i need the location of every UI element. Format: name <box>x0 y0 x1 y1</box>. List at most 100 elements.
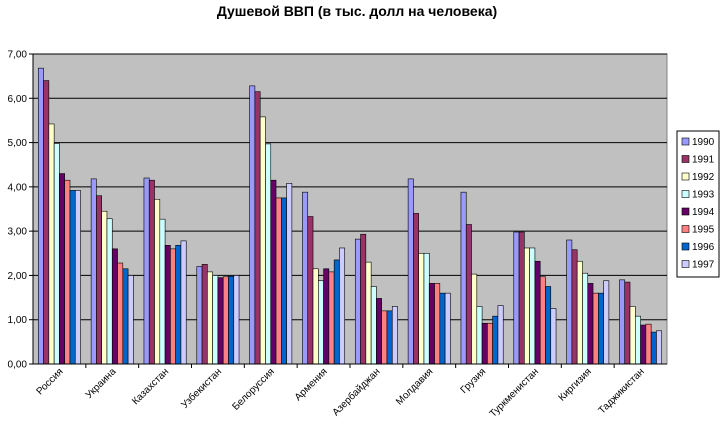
bar <box>323 268 330 365</box>
bar <box>275 197 282 365</box>
bar <box>518 231 525 365</box>
x-tick-label: Таджикистан <box>597 366 647 416</box>
legend-label: 1990 <box>692 137 715 148</box>
y-tick-label: 5,00 <box>8 138 28 149</box>
y-tick-label: 3,00 <box>8 227 28 238</box>
legend-swatch <box>681 190 690 198</box>
legend-label: 1994 <box>692 207 715 218</box>
bar <box>228 276 235 365</box>
legend-label: 1995 <box>692 225 715 236</box>
bar <box>545 286 552 365</box>
bar <box>354 238 361 365</box>
bar <box>170 248 176 365</box>
x-tick-label: Узбекистан <box>179 366 224 411</box>
bar <box>444 292 451 365</box>
bar <box>164 245 171 365</box>
bar <box>254 91 261 365</box>
legend-swatch <box>681 260 690 268</box>
bar <box>154 198 161 365</box>
bar <box>127 275 134 365</box>
bar <box>529 247 536 365</box>
y-tick-label: 7,00 <box>8 50 28 61</box>
bar <box>217 277 224 365</box>
bar <box>650 331 657 365</box>
bar <box>339 247 346 365</box>
bar <box>539 276 546 365</box>
bar <box>175 245 182 365</box>
bar <box>96 195 102 365</box>
x-axis: Россия Украина Казахстан Узбекистан Белорусс… <box>33 363 667 420</box>
bar <box>122 268 129 365</box>
bar <box>180 240 187 365</box>
legend-swatch <box>681 207 690 216</box>
bar <box>259 116 266 365</box>
legend-box <box>676 130 720 278</box>
x-tick-label: Казахстан <box>130 366 171 407</box>
legend-label: 1992 <box>692 172 715 183</box>
y-tick-label: 4,00 <box>8 182 28 193</box>
bar <box>317 280 324 365</box>
bar <box>598 292 604 365</box>
bar <box>159 218 166 365</box>
plot-background <box>32 53 668 365</box>
legend-swatch <box>681 137 690 146</box>
bar <box>37 67 44 365</box>
bar <box>117 262 124 365</box>
bar <box>476 306 483 365</box>
y-tick-label: 6,00 <box>8 94 28 105</box>
bar <box>312 268 319 365</box>
legend-label: 1991 <box>692 155 715 166</box>
bar <box>629 306 636 365</box>
bar <box>249 85 256 365</box>
bar <box>207 271 213 365</box>
bar <box>270 179 277 365</box>
x-tick-label: Азербайджан <box>330 366 383 419</box>
bar <box>592 292 599 365</box>
x-tick-label: Грузия <box>459 366 489 396</box>
bar <box>634 315 641 365</box>
legend: 1990 1991 1992 1993 1994 1995 1996 1997 <box>676 130 720 278</box>
bar <box>434 283 441 365</box>
bar <box>645 323 652 365</box>
x-tick-label: Киргизия <box>557 366 594 403</box>
bar <box>370 286 377 365</box>
bar <box>418 252 425 365</box>
bar <box>360 233 367 365</box>
bar <box>106 218 113 365</box>
bar <box>222 276 229 365</box>
bar <box>460 191 467 365</box>
bar <box>201 264 208 365</box>
bar <box>143 177 150 365</box>
chart-title: Душевой ВВП (в тыс. долл на человека) <box>217 3 497 19</box>
bar <box>640 324 647 365</box>
bar <box>302 191 309 365</box>
bar <box>265 143 272 365</box>
legend-swatch <box>681 155 690 163</box>
bar <box>407 178 414 365</box>
bar <box>376 298 382 365</box>
bar <box>576 260 583 365</box>
bar <box>439 292 446 365</box>
bar <box>64 179 71 365</box>
bar <box>587 283 594 365</box>
bar <box>69 190 76 365</box>
x-tick-label: Туркменистан <box>488 366 541 419</box>
legend-swatch <box>681 225 690 233</box>
bar <box>550 308 557 365</box>
x-tick-label: Белоруссия <box>230 366 276 412</box>
x-tick-label: Россия <box>35 366 66 397</box>
bar <box>582 272 589 365</box>
bar <box>101 210 108 365</box>
y-tick-label: 2,00 <box>8 271 28 282</box>
bar <box>386 310 393 365</box>
bar <box>471 273 478 365</box>
bar <box>656 330 663 365</box>
bar <box>481 322 488 365</box>
bar <box>428 283 435 365</box>
x-tick-label: Молдавия <box>394 366 435 407</box>
legend-swatch <box>681 242 690 251</box>
bar <box>534 260 541 365</box>
bar <box>413 213 419 365</box>
bar <box>74 190 81 365</box>
